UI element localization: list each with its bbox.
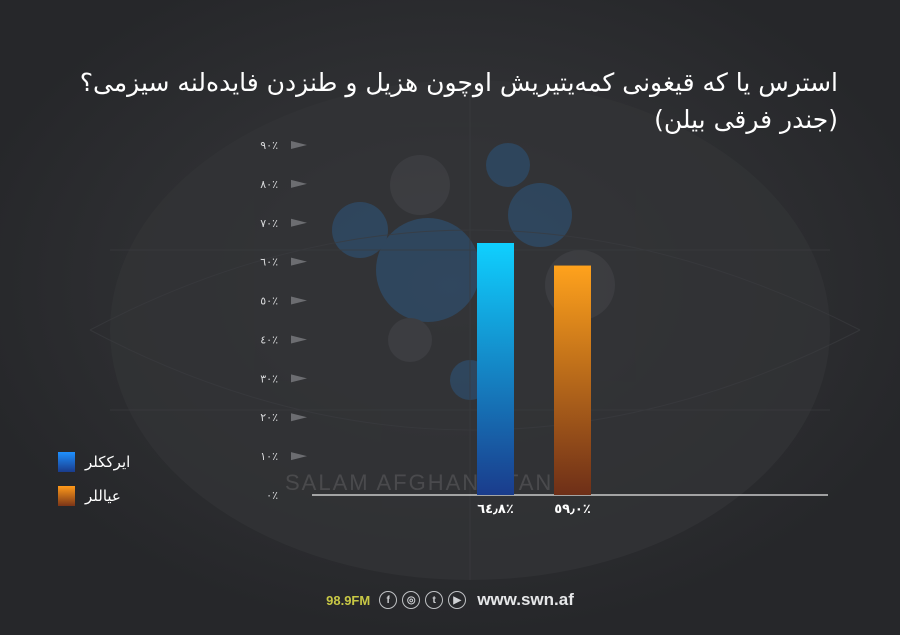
y-tick-label: ٨٠٪	[260, 178, 278, 191]
y-tick-label: ٣٠٪	[260, 372, 278, 385]
y-tick-label: ٠٪	[266, 489, 278, 502]
bar-value-label: ٦٤٫٨٪	[477, 502, 514, 517]
y-tick-marker	[291, 374, 307, 383]
legend-swatch-women	[58, 486, 75, 506]
y-tick-marker	[291, 413, 307, 422]
play-icon[interactable]: ▶	[448, 591, 467, 609]
y-tick-label: ١٠٪	[260, 450, 278, 463]
footer: 98.9FM f ◎ t ▶ www.swn.af	[0, 588, 900, 612]
y-tick-marker	[291, 179, 307, 188]
legend-swatch-men	[58, 452, 75, 472]
facebook-icon[interactable]: f	[379, 591, 398, 609]
y-tick-marker	[291, 335, 307, 344]
y-tick-label: ٧٠٪	[260, 217, 278, 230]
y-tick-label: ٢٠٪	[260, 411, 278, 424]
bar	[554, 265, 591, 495]
radio-frequency: 98.9FM	[326, 592, 371, 608]
legend-item-men: ایرککلر	[58, 452, 130, 472]
website-link[interactable]: www.swn.af	[477, 590, 574, 609]
legend-label-women: عیاللر	[85, 487, 121, 505]
y-tick-marker	[291, 218, 307, 227]
y-tick-label: ٩٠٪	[260, 139, 278, 152]
y-tick-marker	[291, 296, 307, 305]
y-tick-marker	[291, 452, 307, 461]
chart-title: استرس یا که قیغونی کمه‌یتیریش اوچون هزیل…	[79, 68, 838, 134]
y-tick-label: ٤٠٪	[260, 333, 278, 346]
bar	[477, 243, 514, 495]
y-tick-label: ٥٠٪	[260, 295, 278, 308]
y-tick-marker	[291, 257, 307, 266]
y-tick-label: ٦٠٪	[260, 256, 278, 269]
bar-value-label: ٥٩٫٠٪	[554, 502, 591, 517]
instagram-icon[interactable]: ◎	[402, 591, 421, 609]
y-tick-marker	[291, 141, 307, 149]
twitter-icon[interactable]: t	[425, 591, 444, 609]
legend-label-men: ایرککلر	[85, 453, 131, 471]
legend-item-women: عیاللر	[58, 486, 121, 506]
